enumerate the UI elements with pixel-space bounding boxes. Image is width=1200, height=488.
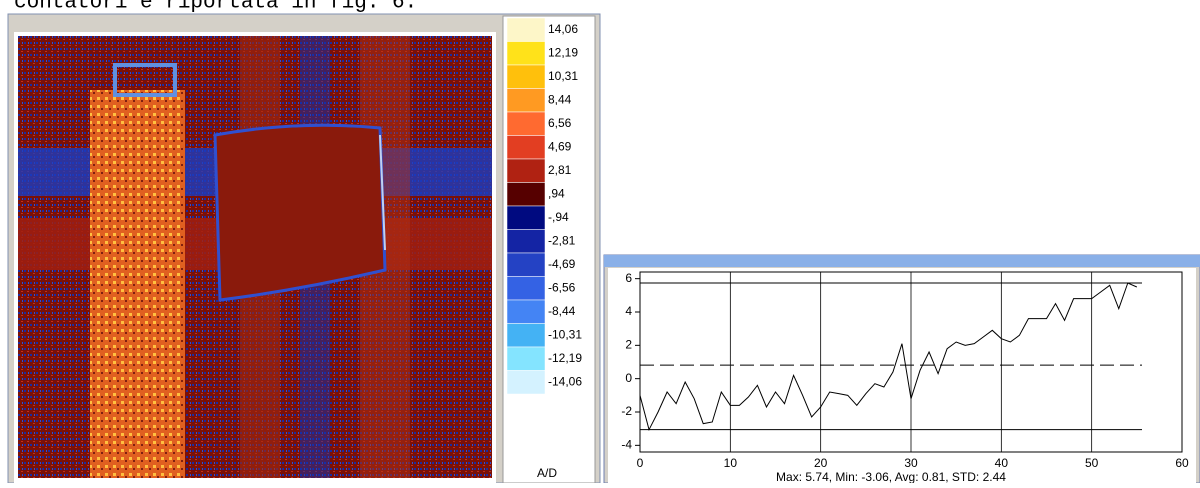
- colorbar-swatch: [506, 17, 546, 42]
- colorbar-swatch: [506, 41, 546, 66]
- x-tick-label: 60: [1175, 456, 1189, 470]
- thermal-clip: [113, 63, 177, 97]
- colorbar-label: 6,56: [548, 116, 572, 130]
- x-tick-label: 40: [995, 456, 1009, 470]
- colorbar-swatch: [506, 370, 546, 395]
- y-tick-label: 0: [625, 371, 632, 385]
- colorbar-swatch: [506, 229, 546, 254]
- y-tick-label: 4: [625, 304, 632, 318]
- colorbar-label: 2,81: [548, 163, 572, 177]
- colorbar-label: 8,44: [548, 92, 572, 106]
- x-tick-label: 0: [637, 456, 644, 470]
- y-tick-label: 2: [625, 338, 632, 352]
- colorbar-swatch: [506, 205, 546, 230]
- colorbar-label: ,94: [548, 186, 565, 200]
- colorbar-swatch: [506, 276, 546, 301]
- colorbar-swatch: [506, 252, 546, 277]
- thermal-post: [90, 90, 185, 478]
- colorbar-label: -2,81: [548, 233, 576, 247]
- colorbar-label: -4,69: [548, 257, 576, 271]
- colorbar-label: 10,31: [548, 69, 578, 83]
- x-tick-label: 20: [814, 456, 828, 470]
- colorbar-label: -8,44: [548, 304, 576, 318]
- thermal-block: [213, 123, 387, 302]
- colorbar-label: -6,56: [548, 280, 576, 294]
- x-tick-label: 30: [904, 456, 918, 470]
- colorbar-swatch: [506, 182, 546, 207]
- colorbar-label: -14,06: [548, 374, 582, 388]
- arrow: [379, 134, 386, 251]
- y-tick-label: 6: [625, 271, 632, 285]
- colorbar-swatch: [506, 346, 546, 371]
- data-line: [639, 282, 1138, 432]
- colorbar-swatch: [506, 111, 546, 136]
- chart-caption: Max: 5.74, Min: -3.06, Avg: 0.81, STD: 2…: [776, 470, 1006, 483]
- colorbar-swatch: [506, 299, 546, 324]
- title-bar: [604, 255, 1200, 267]
- x-tick-label: 10: [724, 456, 738, 470]
- colorbar-unit: A/D: [537, 466, 557, 480]
- colorbar-label: -12,19: [548, 351, 582, 365]
- y-tick-label: -2: [621, 404, 632, 418]
- colorbar-label: -,94: [548, 210, 569, 224]
- colorbar-label: 14,06: [548, 22, 578, 36]
- body-text: contatori è riportata in fig. 6.: [14, 0, 417, 15]
- colorbar-swatch: [506, 88, 546, 113]
- colorbar-swatch: [506, 135, 546, 160]
- colorbar-swatch: [506, 323, 546, 348]
- colorbar-label: -10,31: [548, 327, 582, 341]
- x-tick-label: 50: [1085, 456, 1099, 470]
- colorbar-label: 12,19: [548, 45, 578, 59]
- colorbar-swatch: [506, 158, 546, 183]
- colorbar-swatch: [506, 64, 546, 89]
- colorbar-label: 4,69: [548, 139, 572, 153]
- chart-area: [608, 268, 1196, 483]
- y-tick-label: -4: [621, 438, 632, 452]
